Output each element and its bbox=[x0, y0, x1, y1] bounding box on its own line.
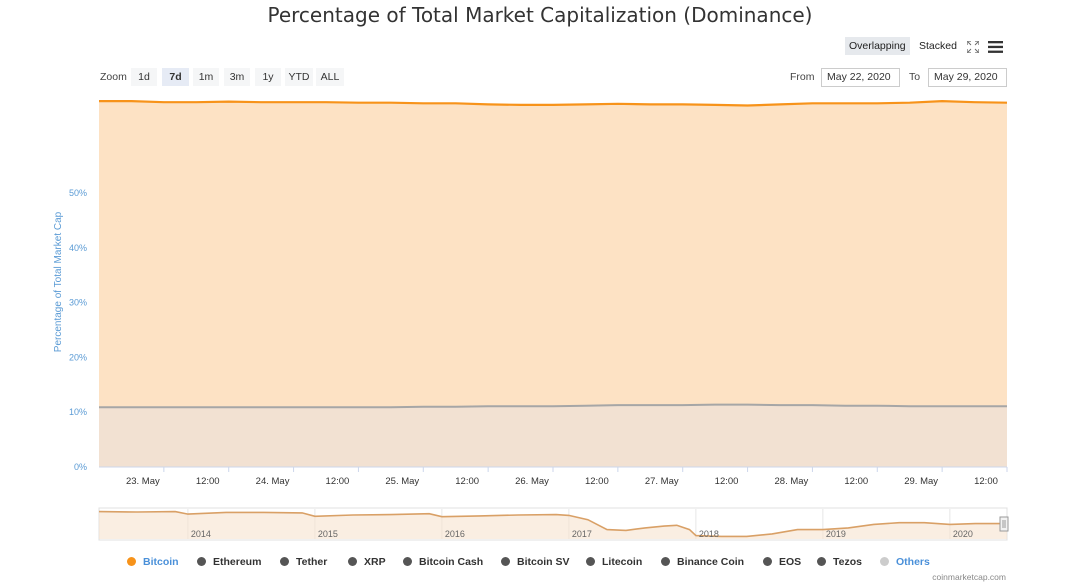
navigator-area bbox=[99, 511, 1007, 539]
stacked-button[interactable]: Stacked bbox=[919, 40, 957, 52]
legend-label: Tezos bbox=[833, 556, 862, 568]
legend-label: Bitcoin bbox=[143, 556, 179, 568]
legend-label: Others bbox=[896, 556, 930, 568]
x-tick-label: 12:00 bbox=[455, 476, 479, 487]
zoom-label: Zoom bbox=[100, 71, 127, 83]
to-date-input[interactable]: May 29, 2020 bbox=[928, 68, 1007, 87]
zoom-ytd-button[interactable]: YTD bbox=[285, 68, 313, 86]
legend-label: Litecoin bbox=[602, 556, 643, 568]
x-tick-label: 12:00 bbox=[196, 476, 220, 487]
navigator-year-label: 2018 bbox=[699, 529, 719, 539]
legend-item-bitcoin-cash[interactable]: Bitcoin Cash bbox=[403, 555, 483, 569]
legend-item-litecoin[interactable]: Litecoin bbox=[586, 555, 642, 569]
zoom-3m-button[interactable]: 3m bbox=[224, 68, 250, 86]
page-title: Percentage of Total Market Capitalizatio… bbox=[267, 3, 813, 27]
legend-item-others[interactable]: Others bbox=[880, 555, 930, 569]
credits[interactable]: coinmarketcap.com bbox=[932, 572, 1006, 582]
x-tick-label: 12:00 bbox=[974, 476, 998, 487]
x-tick-label: 25. May bbox=[385, 476, 419, 487]
legend-item-tezos[interactable]: Tezos bbox=[817, 555, 862, 569]
navigator-year-label: 2015 bbox=[318, 529, 338, 539]
legend-marker-icon bbox=[403, 557, 412, 566]
legend-label: Bitcoin Cash bbox=[419, 556, 484, 568]
from-date-input[interactable]: May 22, 2020 bbox=[821, 68, 900, 87]
legend-item-tether[interactable]: Tether bbox=[280, 555, 327, 569]
legend-label: XRP bbox=[364, 556, 386, 568]
bitcoin-line bbox=[99, 99, 1008, 107]
legend-item-bitcoin[interactable]: Bitcoin bbox=[127, 555, 179, 569]
navigator-year-label: 2020 bbox=[953, 529, 973, 539]
dominance-chart: 0% 10% 20% 30% 40% 50% 23. May 12:00 24. May 12:0… bbox=[53, 99, 1008, 487]
zoom-7d-button[interactable]: 7d bbox=[162, 68, 189, 86]
x-tick-label: 12:00 bbox=[326, 476, 350, 487]
overlapping-button[interactable]: Overlapping bbox=[845, 37, 910, 55]
x-tick-label: 12:00 bbox=[715, 476, 739, 487]
legend-label: Bitcoin SV bbox=[517, 556, 570, 568]
y-tick-label: 10% bbox=[69, 407, 87, 417]
navigator-handle[interactable] bbox=[999, 516, 1009, 532]
legend-marker-icon bbox=[763, 557, 772, 566]
y-tick-label: 30% bbox=[69, 298, 87, 308]
legend-item-binance-coin[interactable]: Binance Coin bbox=[661, 555, 744, 569]
y-tick-label: 40% bbox=[69, 243, 87, 253]
zoom-1m-button[interactable]: 1m bbox=[193, 68, 219, 86]
navigator-year-label: 2016 bbox=[445, 529, 465, 539]
zoom-all-button[interactable]: ALL bbox=[316, 68, 344, 86]
others-area bbox=[99, 404, 1007, 467]
others-line bbox=[99, 403, 1007, 409]
legend-label: Tether bbox=[296, 556, 328, 568]
bitcoin-area bbox=[99, 101, 1007, 467]
from-label: From bbox=[790, 71, 815, 83]
navigator-series bbox=[98, 510, 1007, 538]
x-tick-label: 26. May bbox=[515, 476, 549, 487]
x-tick-label: 12:00 bbox=[585, 476, 609, 487]
legend-label: Binance Coin bbox=[677, 556, 745, 568]
y-tick-label: 0% bbox=[74, 462, 87, 472]
navigator-year-label: 2017 bbox=[572, 529, 592, 539]
legend-marker-icon bbox=[661, 557, 670, 566]
legend-marker-icon bbox=[197, 557, 206, 566]
menu-icon[interactable] bbox=[988, 40, 1003, 58]
y-tick-label: 50% bbox=[69, 188, 87, 198]
navigator[interactable]: 2014 2015 2016 2017 2018 2019 2020 bbox=[0, 506, 1080, 546]
legend-item-ethereum[interactable]: Ethereum bbox=[197, 555, 261, 569]
x-tick-label: 29. May bbox=[904, 476, 938, 487]
legend-marker-icon bbox=[501, 557, 510, 566]
y-tick-label: 20% bbox=[69, 352, 87, 362]
legend-item-xrp[interactable]: XRP bbox=[348, 555, 386, 569]
legend-marker-icon bbox=[817, 557, 826, 566]
x-tick-label: 28. May bbox=[775, 476, 809, 487]
x-tick-label: 27. May bbox=[645, 476, 679, 487]
to-label: To bbox=[909, 71, 921, 83]
legend-marker-icon bbox=[880, 557, 889, 566]
legend-marker-icon bbox=[586, 557, 595, 566]
navigator-year-label: 2019 bbox=[826, 529, 846, 539]
x-tick-label: 24. May bbox=[256, 476, 290, 487]
legend-item-bitcoin-sv[interactable]: Bitcoin SV bbox=[501, 555, 570, 569]
legend-label: Ethereum bbox=[213, 556, 262, 568]
x-tick-label: 23. May bbox=[126, 476, 160, 487]
legend-marker-icon bbox=[348, 557, 357, 566]
zoom-1d-button[interactable]: 1d bbox=[131, 68, 157, 86]
legend-label: EOS bbox=[779, 556, 802, 568]
legend-marker-icon bbox=[127, 557, 136, 566]
legend-marker-icon bbox=[280, 557, 289, 566]
y-axis-title: Percentage of Total Market Cap bbox=[53, 211, 64, 352]
navigator-year-label: 2014 bbox=[191, 529, 211, 539]
x-tick-label: 12:00 bbox=[844, 476, 868, 487]
zoom-1y-button[interactable]: 1y bbox=[255, 68, 281, 86]
legend-item-eos[interactable]: EOS bbox=[763, 555, 801, 569]
